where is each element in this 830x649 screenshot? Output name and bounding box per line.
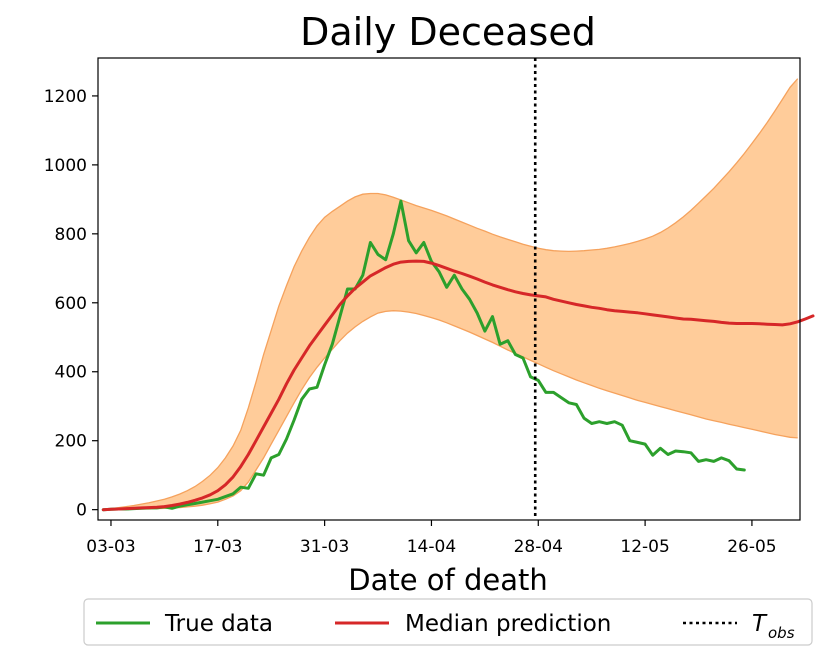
series-line-median-prediction: [101, 259, 815, 512]
y-tick-label: 600: [55, 294, 87, 314]
prediction-band: [103, 78, 798, 510]
x-tick-label: 31-03: [300, 537, 349, 557]
plot-frame: [97, 57, 801, 521]
plot-area: 0 200 400 600 800 1000 1200 03-03 17-03 31-03 14-0…: [44, 57, 815, 557]
legend-box: [83, 598, 813, 646]
legend-label-t-obs-subscript: obs: [768, 624, 795, 642]
y-tick-label: 400: [55, 363, 87, 383]
x-tick-label: 26-05: [727, 537, 776, 557]
y-tick-label: 1200: [44, 87, 87, 107]
y-tick-label: 800: [55, 225, 87, 245]
series-line-true-data: [101, 199, 746, 512]
x-axis-label: Date of death: [348, 563, 547, 597]
x-tick-label: 14-04: [407, 537, 456, 557]
x-tick-label: 28-04: [514, 537, 563, 557]
y-tick-label: 1000: [44, 156, 87, 176]
legend-label-median-prediction: Median prediction: [405, 611, 611, 637]
chart-title: Daily Deceased: [300, 10, 596, 54]
x-tick-label: 17-03: [193, 537, 242, 557]
legend-label-t-obs: T: [752, 611, 768, 637]
legend-label-true-data: True data: [164, 611, 273, 637]
x-tick-label: 03-03: [86, 537, 135, 557]
y-tick-label: 200: [55, 432, 87, 452]
band-upper-edge: [103, 78, 799, 511]
band-lower-edge: [103, 310, 798, 511]
x-tick-label: 12-05: [620, 537, 669, 557]
y-tick-label: 0: [76, 501, 87, 521]
